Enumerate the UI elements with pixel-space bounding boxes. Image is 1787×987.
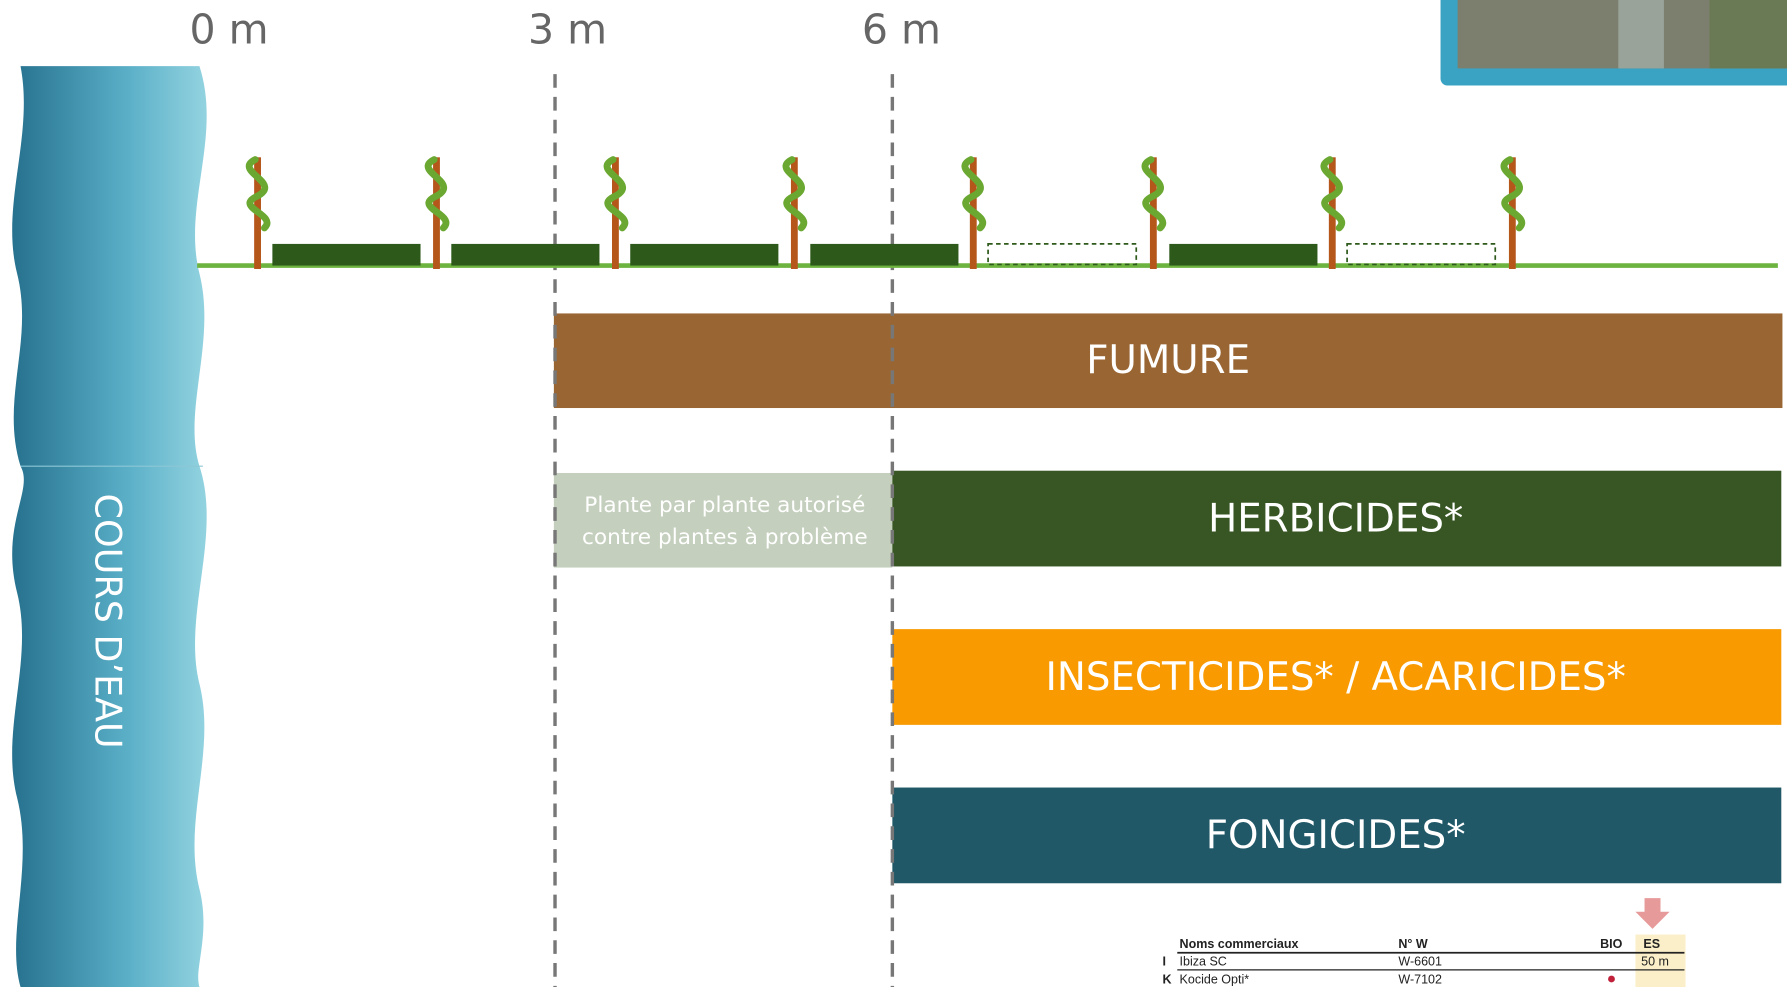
zone-label: FUMURE	[1086, 338, 1250, 383]
table-header: BIO	[1600, 937, 1623, 951]
note-line: Plante par plante autorisé	[584, 493, 865, 518]
table-cell: I	[1162, 954, 1165, 968]
table-header: N° W	[1398, 937, 1428, 951]
arrow	[1635, 898, 1669, 929]
diagram: COURS D’EAU 0 m 3 m 6 m FUMURE Plante pa…	[0, 0, 1787, 987]
product-table: Noms commerciaux N° W BIO ES I Ibiza SC …	[1162, 898, 1685, 987]
hedge	[630, 244, 778, 266]
hedge-gap	[1347, 244, 1495, 265]
river-label: COURS D’EAU	[86, 494, 129, 749]
orchard	[197, 157, 1778, 269]
hedge	[810, 244, 958, 266]
zone-label: FONGICIDES*	[1206, 813, 1466, 858]
table-cell: Kocide Opti*	[1180, 973, 1250, 987]
zone-label: INSECTICIDES* / ACARICIDES*	[1045, 655, 1625, 700]
note-box	[554, 473, 892, 568]
hedge	[1169, 244, 1317, 266]
hedge	[272, 244, 420, 266]
hedge	[451, 244, 599, 266]
table-cell: Ibiza SC	[1180, 954, 1227, 968]
table-cell: K	[1162, 973, 1171, 987]
table-header: ES	[1643, 937, 1660, 951]
zone-label: HERBICIDES*	[1208, 496, 1463, 541]
distance-label: 0 m	[190, 5, 269, 53]
note-line: contre plantes à problème	[582, 525, 868, 550]
hedge-gap	[988, 244, 1136, 265]
photo	[1441, 0, 1787, 85]
table-cell: 50 m	[1641, 954, 1669, 968]
distance-label: 6 m	[862, 5, 941, 53]
table-cell: W-6601	[1398, 954, 1442, 968]
table-cell: W-7102	[1398, 973, 1442, 987]
table-header: Noms commerciaux	[1180, 937, 1299, 951]
bio-dot	[1608, 976, 1615, 983]
page: COURS D’EAU 0 m 3 m 6 m FUMURE Plante pa…	[0, 0, 1787, 987]
distance-label: 3 m	[528, 5, 607, 53]
